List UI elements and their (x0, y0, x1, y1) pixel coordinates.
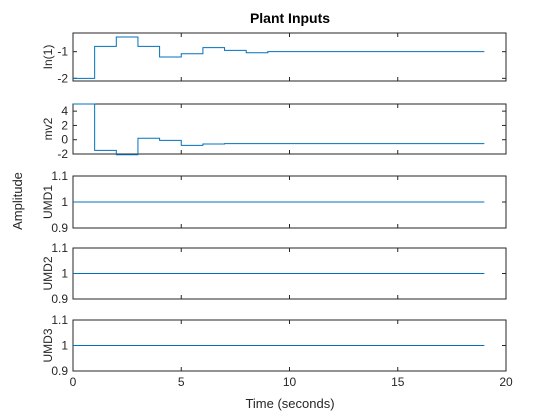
subplot-5: 0.9 1 1.1 0 5 10 15 20 UMD3 (41, 313, 513, 389)
y-tick-label: -2 (57, 71, 68, 85)
y-tick-label: 1 (61, 195, 68, 209)
series-line-in1 (73, 36, 485, 79)
x-tick-label: 10 (283, 375, 297, 389)
y-tick-label: 1 (61, 339, 68, 353)
subplot-1: -2 -1In(1) (41, 32, 507, 85)
subplot-panels: -2-1In(1)-2024mv20.911.1UMD10.911.1UMD20… (41, 32, 513, 389)
subplot-ylabel: UMD2 (41, 256, 55, 290)
x-tick-label: 20 (499, 375, 513, 389)
subplot-3: 0.9 1 1.1 UMD1 (41, 169, 507, 235)
y-tick-label: 1 (61, 267, 68, 281)
subplot-ylabel: UMD3 (41, 328, 55, 362)
y-tick-label: 0.9 (51, 364, 68, 378)
y-tick-label: 1.1 (51, 169, 68, 183)
subplot-ylabel: mv2 (41, 117, 55, 140)
x-axis-label: Time (seconds) (245, 396, 334, 411)
x-tick-label: 15 (391, 375, 405, 389)
y-tick-label: 0.9 (51, 292, 68, 306)
subplot-ylabel: In(1) (41, 45, 55, 70)
figure-title: Plant Inputs (250, 10, 330, 26)
y-tick-label: 0.9 (51, 221, 68, 235)
y-tick-label: 0 (61, 133, 68, 147)
y-tick-label: -2 (57, 147, 68, 161)
y-tick-label: 1.1 (51, 313, 68, 327)
x-tick-label: 0 (70, 375, 77, 389)
y-tick-label: -1 (57, 45, 68, 59)
x-tick-label: 5 (178, 375, 185, 389)
y-tick-label: 2 (61, 118, 68, 132)
series-line-mv2 (73, 103, 485, 156)
subplot-ylabel: UMD1 (41, 185, 55, 219)
y-axis-label: Amplitude (10, 172, 25, 230)
y-tick-label: 4 (61, 104, 68, 118)
y-tick-label: 1.1 (51, 241, 68, 255)
